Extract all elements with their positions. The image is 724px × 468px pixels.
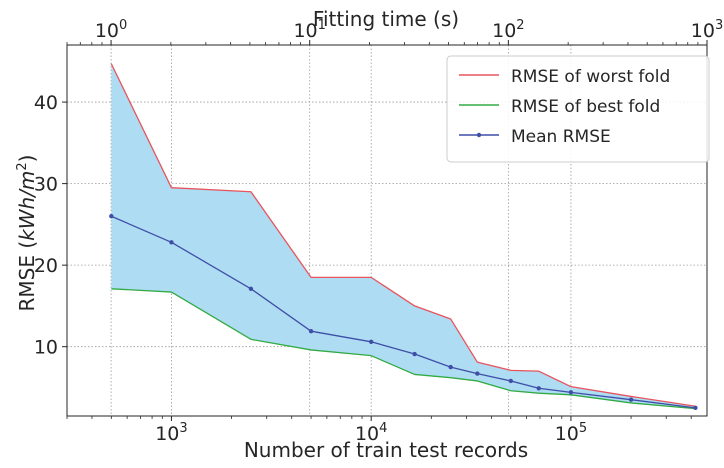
x-axis-label: Number of train test records — [244, 438, 528, 462]
series-point-mean-rmse-4 — [368, 339, 374, 344]
y-tick-label-2: 30 — [34, 174, 58, 196]
top-tick-label-1-base: 10 — [293, 20, 317, 42]
y-axis-label-close: ) — [15, 154, 39, 162]
series-line-rmse-of-best-fold — [111, 288, 696, 410]
series-point-mean-rmse-9 — [536, 386, 541, 391]
y-axis-label-open: ( — [15, 241, 39, 249]
legend-label-worst-fold: RMSE of worst fold — [511, 67, 670, 87]
y-axis-label-exponent: 2 — [15, 162, 30, 170]
top-tick-label-1: 101 — [293, 18, 325, 42]
series-point-mean-rmse-3 — [308, 329, 314, 334]
series-point-mean-rmse-0 — [109, 214, 114, 219]
series-point-mean-rmse-8 — [508, 378, 513, 384]
legend-label-best-fold: RMSE of best fold — [511, 97, 660, 117]
top-tick-label-0-exponent: 0 — [119, 18, 127, 33]
series-point-mean-rmse-1 — [169, 240, 174, 245]
top-tick-label-3-base: 10 — [691, 20, 715, 42]
x-tick-label-1: 104 — [355, 421, 387, 445]
x-tick-label-2: 105 — [555, 421, 587, 445]
top-tick-label-1-exponent: 1 — [318, 18, 326, 33]
x-tick-label-2-base: 10 — [555, 423, 579, 445]
series-point-mean-rmse-2 — [248, 286, 254, 291]
band-area — [111, 63, 696, 409]
x-tick-label-0: 103 — [155, 421, 187, 445]
top-tick-label-2: 102 — [492, 18, 524, 42]
legend-marker-mean — [476, 132, 482, 138]
x-tick-label-1-base: 10 — [355, 423, 379, 445]
legend-label-mean: Mean RMSE — [511, 127, 611, 147]
top-tick-label-2-base: 10 — [492, 20, 516, 42]
series-layer — [109, 63, 698, 411]
series-point-mean-rmse-7 — [475, 371, 480, 376]
x-tick-label-2-exponent: 5 — [579, 421, 587, 436]
top-tick-label-0: 100 — [95, 18, 127, 42]
series-point-mean-rmse-11 — [628, 397, 634, 402]
band-layer — [111, 63, 696, 409]
y-axis-label-main: RMSE — [15, 249, 39, 312]
top-tick-label-3-exponent: 3 — [715, 18, 723, 33]
series-point-mean-rmse-5 — [412, 351, 417, 357]
x-tick-label-1-exponent: 4 — [379, 421, 387, 436]
legend: RMSE of worst fold RMSE of best fold Mea… — [446, 55, 710, 163]
series-point-mean-rmse-10 — [568, 390, 574, 395]
y-tick-label-3: 40 — [34, 92, 58, 114]
top-tick-label-3: 103 — [691, 18, 723, 42]
top-tick-label-0-base: 10 — [95, 20, 119, 42]
series-point-mean-rmse-12 — [693, 405, 698, 411]
series-line-rmse-of-worst-fold — [110, 63, 696, 407]
x-tick-label-0-exponent: 3 — [179, 421, 187, 436]
y-tick-label-1: 20 — [34, 255, 58, 277]
top-axis-label: Fitting time (s) — [313, 7, 459, 31]
series-point-mean-rmse-6 — [448, 364, 453, 370]
legend-box — [446, 55, 710, 163]
y-axis-label-unit: kWh/m — [15, 171, 39, 241]
x-tick-label-0-base: 10 — [155, 423, 179, 445]
axes-layer — [66, 44, 708, 417]
top-tick-label-2-exponent: 2 — [516, 18, 524, 33]
y-tick-label-0: 10 — [34, 337, 58, 359]
plot-frame — [66, 44, 708, 417]
y-axis-label: RMSE (kWh/m2) — [15, 154, 39, 311]
